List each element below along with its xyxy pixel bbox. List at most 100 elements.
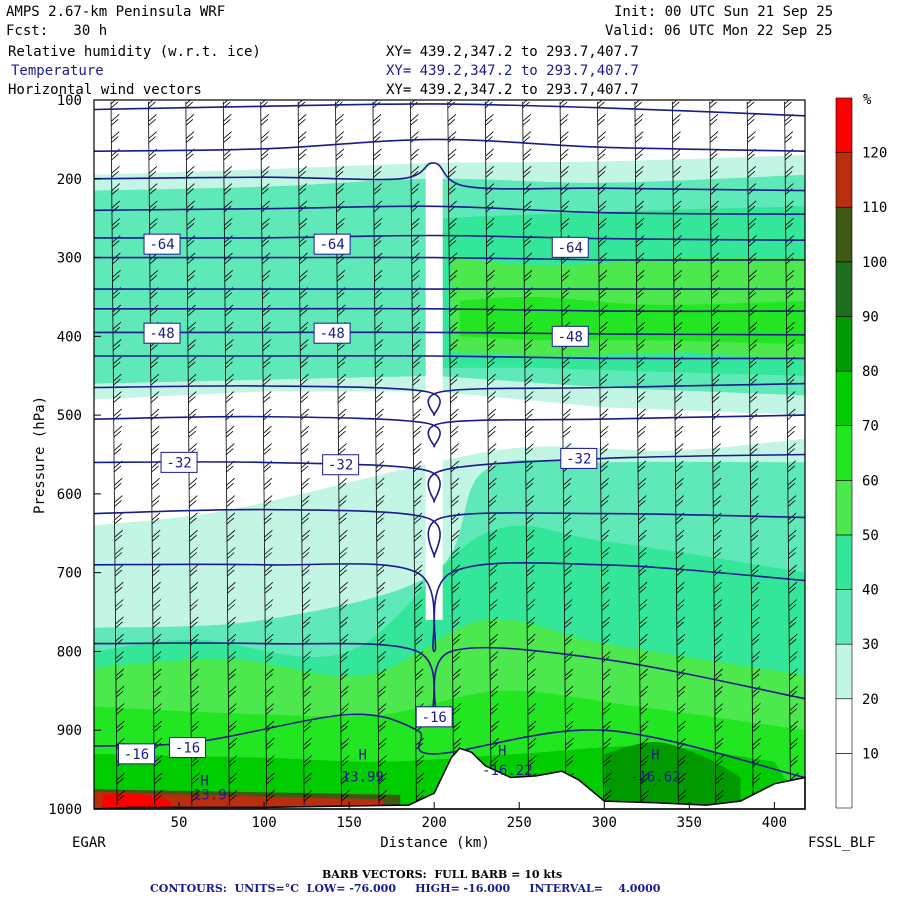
temperature-label-box [313,322,351,344]
temperature-label-box [551,236,589,258]
wind-barb-staff [447,101,455,806]
terrain [93,747,806,810]
x-tick-label: 100 [251,815,276,831]
temperature-label-text: -16 [175,741,200,757]
y-tick-label: 800 [57,644,82,660]
colorbar-tick-label: 100 [862,255,887,271]
temperature-contour--36 [94,382,805,416]
temperature-contour--72 [94,138,805,152]
wind-barb-staff [222,101,230,806]
colorbar-segment [835,643,853,700]
x-tick-label: 350 [677,815,702,831]
temperature-label: -48 [313,322,351,344]
x-tick-label: 200 [422,815,447,831]
wind-barb-staff [709,101,717,806]
colorbar-segment [835,698,853,754]
temperature-label-box [143,233,181,255]
contour-labels: -64 -64 -64-48 -48 -48-32 -32 -32-16 -16-16H13.… [118,233,681,804]
y-tick-label: 500 [57,408,82,424]
y-tick-label: 700 [57,566,82,582]
left-station-label: EGAR [72,835,106,851]
rh-band-surface-130 [102,792,171,809]
y-tick-label: 900 [57,723,82,739]
temperature-label-text: -48 [149,326,174,342]
y-tick-label: 1000 [48,802,82,818]
temperature-contour--40 [94,355,805,360]
temperature-label: -16 [415,706,453,728]
temperature-label-box [160,451,198,473]
extrema-label: 13.9 [193,788,227,804]
temperature-label-text: -32 [166,455,191,471]
model-title: AMPS 2.67-km Peninsula WRF [6,4,226,20]
field-xy-temperature: XY= 439.2,347.2 to 293.7,407.7 [386,63,639,79]
y-tick-label: 100 [57,93,82,109]
wind-barb-staff [522,101,530,806]
temperature-contour--60 [94,234,805,241]
init-time: Init: 00 UTC Sun 21 Sep 25 [614,4,834,20]
wind-barb-staff [484,101,492,806]
extrema-label: H [359,747,367,763]
colorbar-tick-label: 110 [862,200,887,216]
y-tick-label: 400 [57,329,82,345]
temperature-contour--32 [94,414,805,448]
extrema-label: H [651,747,659,763]
temperature-label: -32 [322,454,360,476]
wind-barb-staff [372,101,380,806]
temperature-label-box [143,322,181,344]
field-label-wind: Horizontal wind vectors [8,82,202,98]
valid-time: Valid: 06 UTC Mon 22 Sep 25 [605,23,833,39]
wind-barb-staff [260,101,268,806]
temperature-label-text: -48 [558,329,583,345]
x-tick-label: 50 [171,815,188,831]
temperature-label-box [322,454,360,476]
temperature-label-text: -64 [149,237,174,253]
x-tick-label: 300 [592,815,617,831]
temperature-label: -16 [169,737,207,759]
temperature-label: -32 [560,447,598,469]
plot-frame [93,99,806,810]
colorbar-tick-label: 40 [862,583,879,599]
temperature-contour--56 [94,256,805,261]
colorbar-tick-label: 80 [862,364,879,380]
temperature-contours [94,103,805,779]
temperature-label-text: -16 [124,747,149,763]
colorbar-tick-label: 60 [862,473,879,489]
wind-barb-staff [335,101,342,806]
colorbar-segment [835,589,853,645]
rh-band-upper-70 [459,296,805,345]
extrema-label: -16.62 [630,769,681,785]
temperature-label-box [560,447,598,469]
colorbar-tick-label: 120 [862,146,887,162]
field-xy-wind: XY= 439.2,347.2 to 293.7,407.7 [386,82,639,98]
colorbar-segment [835,206,853,263]
y-tick-label: 200 [57,172,82,188]
colorbar-tick-label: 20 [862,692,879,708]
temperature-label: -64 [551,236,589,258]
y-tick-label: 300 [57,251,82,267]
wind-barb-staff [634,101,642,806]
y-axis-label: Pressure (hPa) [32,396,48,514]
colorbar-segment [835,425,853,481]
terrain-profile [93,747,806,810]
temperature-contour--64 [94,205,805,215]
temperature-contour--28 [94,453,805,503]
extrema-label: H [498,743,506,759]
rh-band-lower-90 [604,741,741,809]
colorbar-tick-label: 90 [862,309,879,325]
temperature-label-text: -32 [328,458,353,474]
temperature-label-box [551,325,589,347]
wind-barb-staff [597,101,604,806]
forecast-hour: Fcst: 30 h [6,23,108,39]
temperature-label: -64 [313,233,351,255]
temperature-label: -32 [160,451,198,473]
wind-barb-staff [784,101,791,806]
x-tick-label: 150 [336,815,361,831]
temperature-contour--48 [94,307,805,313]
temperature-label: -16 [118,743,156,765]
temperature-label-box [118,743,156,765]
wind-barb-staff [110,101,118,806]
wind-barb-staff [409,101,417,806]
extrema-label: H [200,773,208,789]
temperature-label-box [313,233,351,255]
